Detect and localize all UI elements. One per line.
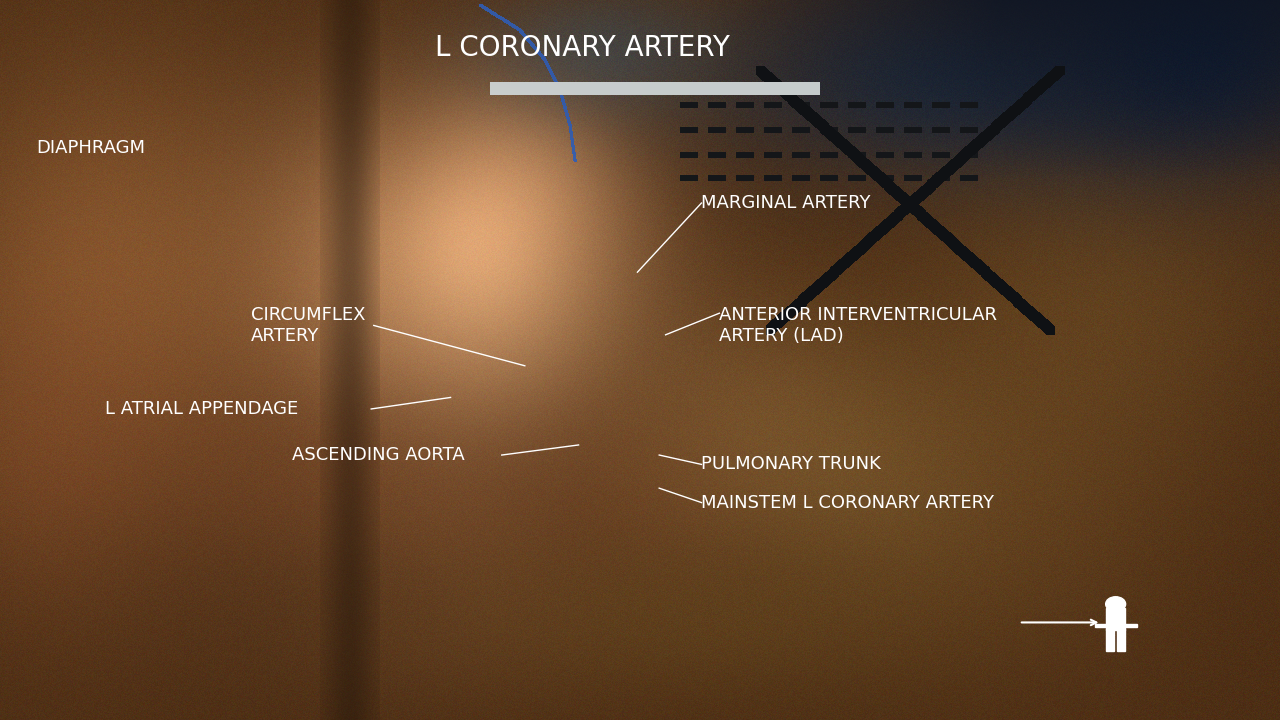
- Ellipse shape: [1106, 597, 1125, 611]
- Text: CIRCUMFLEX
ARTERY: CIRCUMFLEX ARTERY: [251, 306, 365, 345]
- Text: PULMONARY TRUNK: PULMONARY TRUNK: [701, 455, 882, 474]
- Bar: [1106, 629, 1114, 651]
- Bar: [1125, 624, 1137, 626]
- Text: ANTERIOR INTERVENTRICULAR
ARTERY (LAD): ANTERIOR INTERVENTRICULAR ARTERY (LAD): [719, 306, 997, 345]
- Bar: [1117, 629, 1125, 651]
- Text: L CORONARY ARTERY: L CORONARY ARTERY: [435, 34, 730, 61]
- Text: MARGINAL ARTERY: MARGINAL ARTERY: [701, 194, 870, 212]
- Bar: [1106, 608, 1125, 630]
- Text: MAINSTEM L CORONARY ARTERY: MAINSTEM L CORONARY ARTERY: [701, 494, 995, 511]
- Text: DIAPHRAGM: DIAPHRAGM: [36, 138, 145, 157]
- Text: ASCENDING AORTA: ASCENDING AORTA: [292, 446, 465, 464]
- Bar: [1094, 624, 1107, 626]
- Text: L ATRIAL APPENDAGE: L ATRIAL APPENDAGE: [105, 400, 298, 418]
